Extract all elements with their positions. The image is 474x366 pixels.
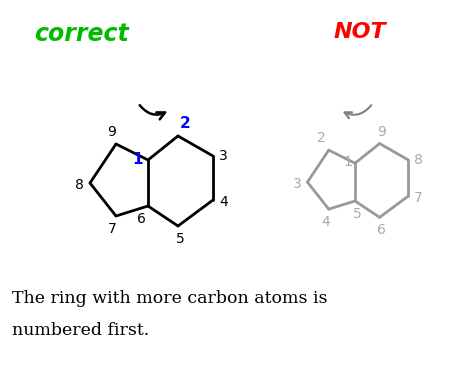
- Text: 6: 6: [137, 212, 146, 226]
- Text: 7: 7: [108, 222, 117, 236]
- Text: NOT: NOT: [334, 22, 386, 42]
- Text: 2: 2: [317, 131, 326, 145]
- Text: 6: 6: [377, 223, 386, 238]
- Text: 4: 4: [321, 215, 330, 229]
- Text: correct: correct: [35, 22, 129, 46]
- Text: 3: 3: [292, 177, 301, 191]
- Text: 8: 8: [414, 153, 423, 167]
- Text: 3: 3: [219, 149, 228, 163]
- Text: 1: 1: [343, 155, 352, 169]
- Text: 9: 9: [377, 124, 386, 139]
- Text: 1: 1: [133, 152, 143, 167]
- Text: numbered first.: numbered first.: [12, 322, 149, 339]
- Text: 7: 7: [414, 191, 423, 205]
- Text: 8: 8: [75, 178, 84, 192]
- Text: 9: 9: [108, 125, 117, 139]
- Text: 4: 4: [219, 195, 228, 209]
- Text: 5: 5: [353, 207, 361, 221]
- Text: 5: 5: [176, 232, 184, 246]
- Text: 2: 2: [180, 116, 191, 131]
- Text: The ring with more carbon atoms is: The ring with more carbon atoms is: [12, 290, 328, 307]
